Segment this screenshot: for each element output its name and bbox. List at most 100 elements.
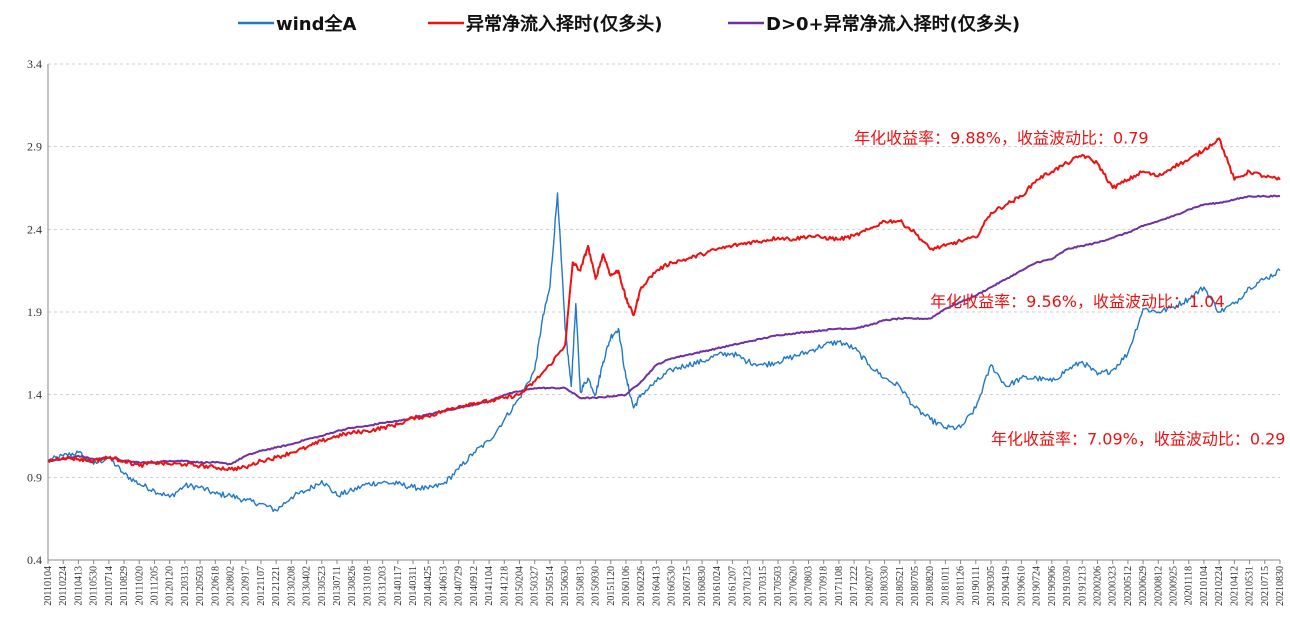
x-tick-label: 20120802	[226, 566, 237, 606]
x-tick-label: 20210224	[1214, 566, 1225, 606]
x-tick-label: 20210531	[1245, 566, 1256, 606]
x-tick-label: 20200512	[1123, 566, 1134, 606]
annotation-2: 年化收益率：7.09%，收益波动比：0.29	[991, 429, 1285, 448]
grid	[48, 63, 1280, 478]
x-tick-label: 20210715	[1260, 566, 1271, 606]
x-tick-label: 20140613	[438, 566, 449, 606]
x-tick-label: 20160530	[667, 566, 678, 606]
x-tick-label: 20160226	[636, 566, 647, 606]
x-tick-label: 20120917	[241, 566, 252, 606]
x-tick-label: 20190419	[1001, 566, 1012, 606]
y-tick-label: 3.4	[27, 57, 42, 71]
x-tick-label: 20210412	[1229, 566, 1240, 606]
x-tick-label: 20170123	[743, 566, 754, 606]
x-tick-label: 20121107	[256, 566, 267, 606]
x-tick-label: 20120618	[210, 566, 221, 606]
x-tick-label: 20110714	[104, 566, 115, 606]
x-tick-label: 20150327	[530, 566, 541, 606]
x-tick-label: 20200206	[1092, 566, 1103, 606]
x-tick-label: 20130826	[347, 566, 358, 606]
x-tick-label: 20151120	[606, 566, 617, 606]
x-tick-label: 20180820	[925, 566, 936, 606]
legend-label-0: wind全A	[276, 13, 356, 35]
x-tick-label: 20190610	[1016, 566, 1027, 606]
x-tick-label: 20190906	[1047, 566, 1058, 606]
y-axis: 0.4 0.9 1.4 1.9 2.4 2.9 3.4	[27, 57, 49, 567]
x-tick-label: 20180207	[864, 566, 875, 606]
series-line-0	[47, 192, 1281, 512]
annotation-0: 年化收益率：9.88%，收益波动比：0.79	[854, 128, 1148, 147]
x-tick-label: 20160413	[651, 566, 662, 606]
x-tick-label: 20170803	[803, 566, 814, 606]
x-tick-label: 20160830	[697, 566, 708, 606]
series-lines	[47, 137, 1281, 512]
x-tick-label: 20110530	[89, 566, 100, 606]
x-tick-label: 20181126	[956, 566, 967, 606]
x-tick-label: 20140117	[393, 566, 404, 606]
x-tick-label: 20130711	[332, 566, 343, 606]
x-tick-label: 20131203	[378, 566, 389, 606]
x-tick-label: 20120503	[195, 566, 206, 606]
x-tick-label: 20191213	[1077, 566, 1088, 606]
x-tick-label: 20160715	[682, 566, 693, 606]
x-tick-label: 20150930	[591, 566, 602, 606]
x-tick-label: 20161207	[727, 566, 738, 606]
legend-label-1: 异常净流入择时(仅多头)	[466, 13, 662, 35]
x-tick-label: 20190305	[986, 566, 997, 606]
x-tick-label: 20130523	[317, 566, 328, 606]
x-tick-label: 20210104	[1199, 566, 1210, 606]
x-tick-label: 20191030	[1062, 566, 1073, 606]
x-tick-label: 20140729	[454, 566, 465, 606]
x-tick-label: 20170503	[773, 566, 784, 606]
legend: wind全A 异常净流入择时(仅多头) D>0+异常净流入择时(仅多头)	[238, 13, 1020, 35]
x-tick-label: 20140311	[408, 566, 419, 606]
x-tick-label: 20150204	[515, 566, 526, 606]
x-tick-label: 20141218	[499, 566, 510, 606]
x-tick-label: 20201118	[1184, 566, 1195, 605]
x-tick-label: 20160106	[621, 566, 632, 606]
x-tick-label: 20121221	[271, 566, 282, 606]
x-tick-label: 20190724	[1032, 566, 1043, 606]
x-tick-label: 20181011	[940, 566, 951, 606]
x-tick-label: 20161024	[712, 566, 723, 606]
x-tick-label: 20200629	[1138, 566, 1149, 606]
legend-label-2: D>0+异常净流入择时(仅多头)	[766, 13, 1020, 35]
series-line-2	[47, 194, 1281, 466]
x-tick-label: 20150813	[575, 566, 586, 606]
x-tick-label: 20170918	[819, 566, 830, 606]
x-tick-label: 20180521	[895, 566, 906, 606]
x-tick-label: 20131018	[362, 566, 373, 606]
x-axis: 20110104 20110224 20110413 20110530 20110714…	[43, 559, 1286, 606]
x-tick-label: 20140425	[423, 566, 434, 606]
x-tick-label: 20171222	[849, 566, 860, 606]
x-tick-label: 20150630	[560, 566, 571, 606]
x-tick-label: 20150514	[545, 566, 556, 606]
x-tick-label: 20110224	[58, 566, 69, 606]
x-tick-label: 20110829	[119, 566, 130, 606]
x-tick-label: 20171108	[834, 566, 845, 606]
x-tick-label: 20140912	[469, 566, 480, 606]
y-tick-label: 2.4	[27, 222, 42, 236]
x-tick-label: 20130402	[302, 566, 313, 606]
x-tick-label: 20200812	[1153, 566, 1164, 606]
x-tick-label: 20111205	[149, 566, 160, 605]
x-tick-label: 20200925	[1169, 566, 1180, 606]
x-tick-label: 20190111	[971, 566, 982, 605]
series-line-1	[47, 137, 1281, 472]
annotations: 年化收益率：9.88%，收益波动比：0.79 年化收益率：9.56%，收益波动比：…	[854, 128, 1285, 448]
x-tick-label: 20180330	[880, 566, 891, 606]
y-tick-label: 2.9	[27, 140, 42, 154]
x-tick-label: 20210830	[1275, 566, 1286, 606]
x-tick-label: 20130208	[286, 566, 297, 606]
x-tick-label: 20120313	[180, 566, 191, 606]
x-tick-label: 20120120	[165, 566, 176, 606]
x-tick-label: 20110413	[73, 566, 84, 606]
annotation-1: 年化收益率：9.56%，收益波动比：1.04	[930, 292, 1224, 311]
x-tick-label: 20170315	[758, 566, 769, 606]
y-tick-label: 0.9	[27, 470, 42, 484]
x-tick-label: 20110104	[43, 566, 54, 606]
y-tick-label: 1.9	[27, 305, 42, 319]
y-tick-label: 1.4	[27, 388, 42, 402]
x-tick-label: 20170620	[788, 566, 799, 606]
